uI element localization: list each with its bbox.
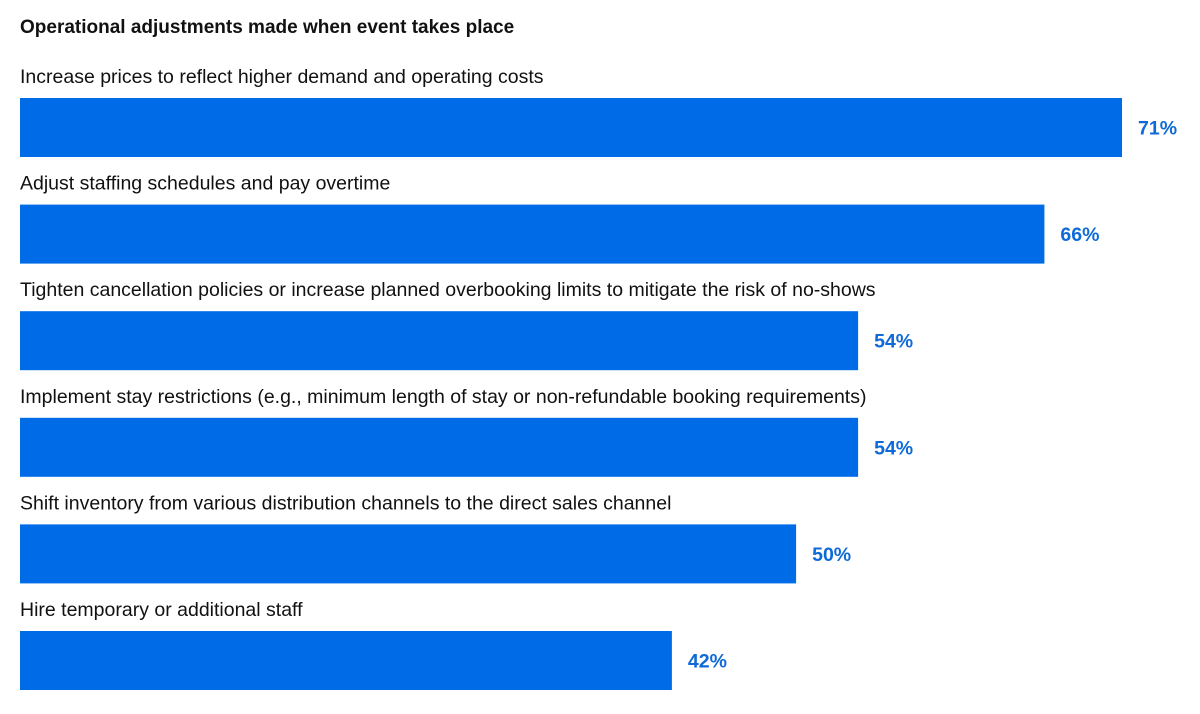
value-label: 71% (1138, 118, 1177, 140)
bar (20, 311, 859, 371)
category-label: Implement stay restrictions (e.g., minim… (20, 386, 866, 408)
value-label: 54% (874, 331, 913, 353)
value-label: 66% (1060, 224, 1099, 246)
value-label: 54% (874, 437, 913, 459)
value-label: 50% (812, 544, 851, 566)
bar (20, 98, 1122, 157)
bar (20, 524, 797, 584)
category-label: Hire temporary or additional staff (20, 599, 303, 621)
bar (20, 417, 859, 477)
category-label: Adjust staffing schedules and pay overti… (20, 173, 390, 195)
chart-title: Operational adjustments made when event … (20, 17, 514, 38)
bar (20, 204, 1045, 264)
category-label: Increase prices to reflect higher demand… (20, 66, 544, 88)
category-label: Shift inventory from various distributio… (20, 492, 671, 514)
bar-group: Increase prices to reflect higher demand… (20, 66, 1177, 690)
value-label: 42% (688, 651, 727, 673)
bar (20, 631, 672, 690)
category-label: Tighten cancellation policies or increas… (20, 279, 876, 301)
